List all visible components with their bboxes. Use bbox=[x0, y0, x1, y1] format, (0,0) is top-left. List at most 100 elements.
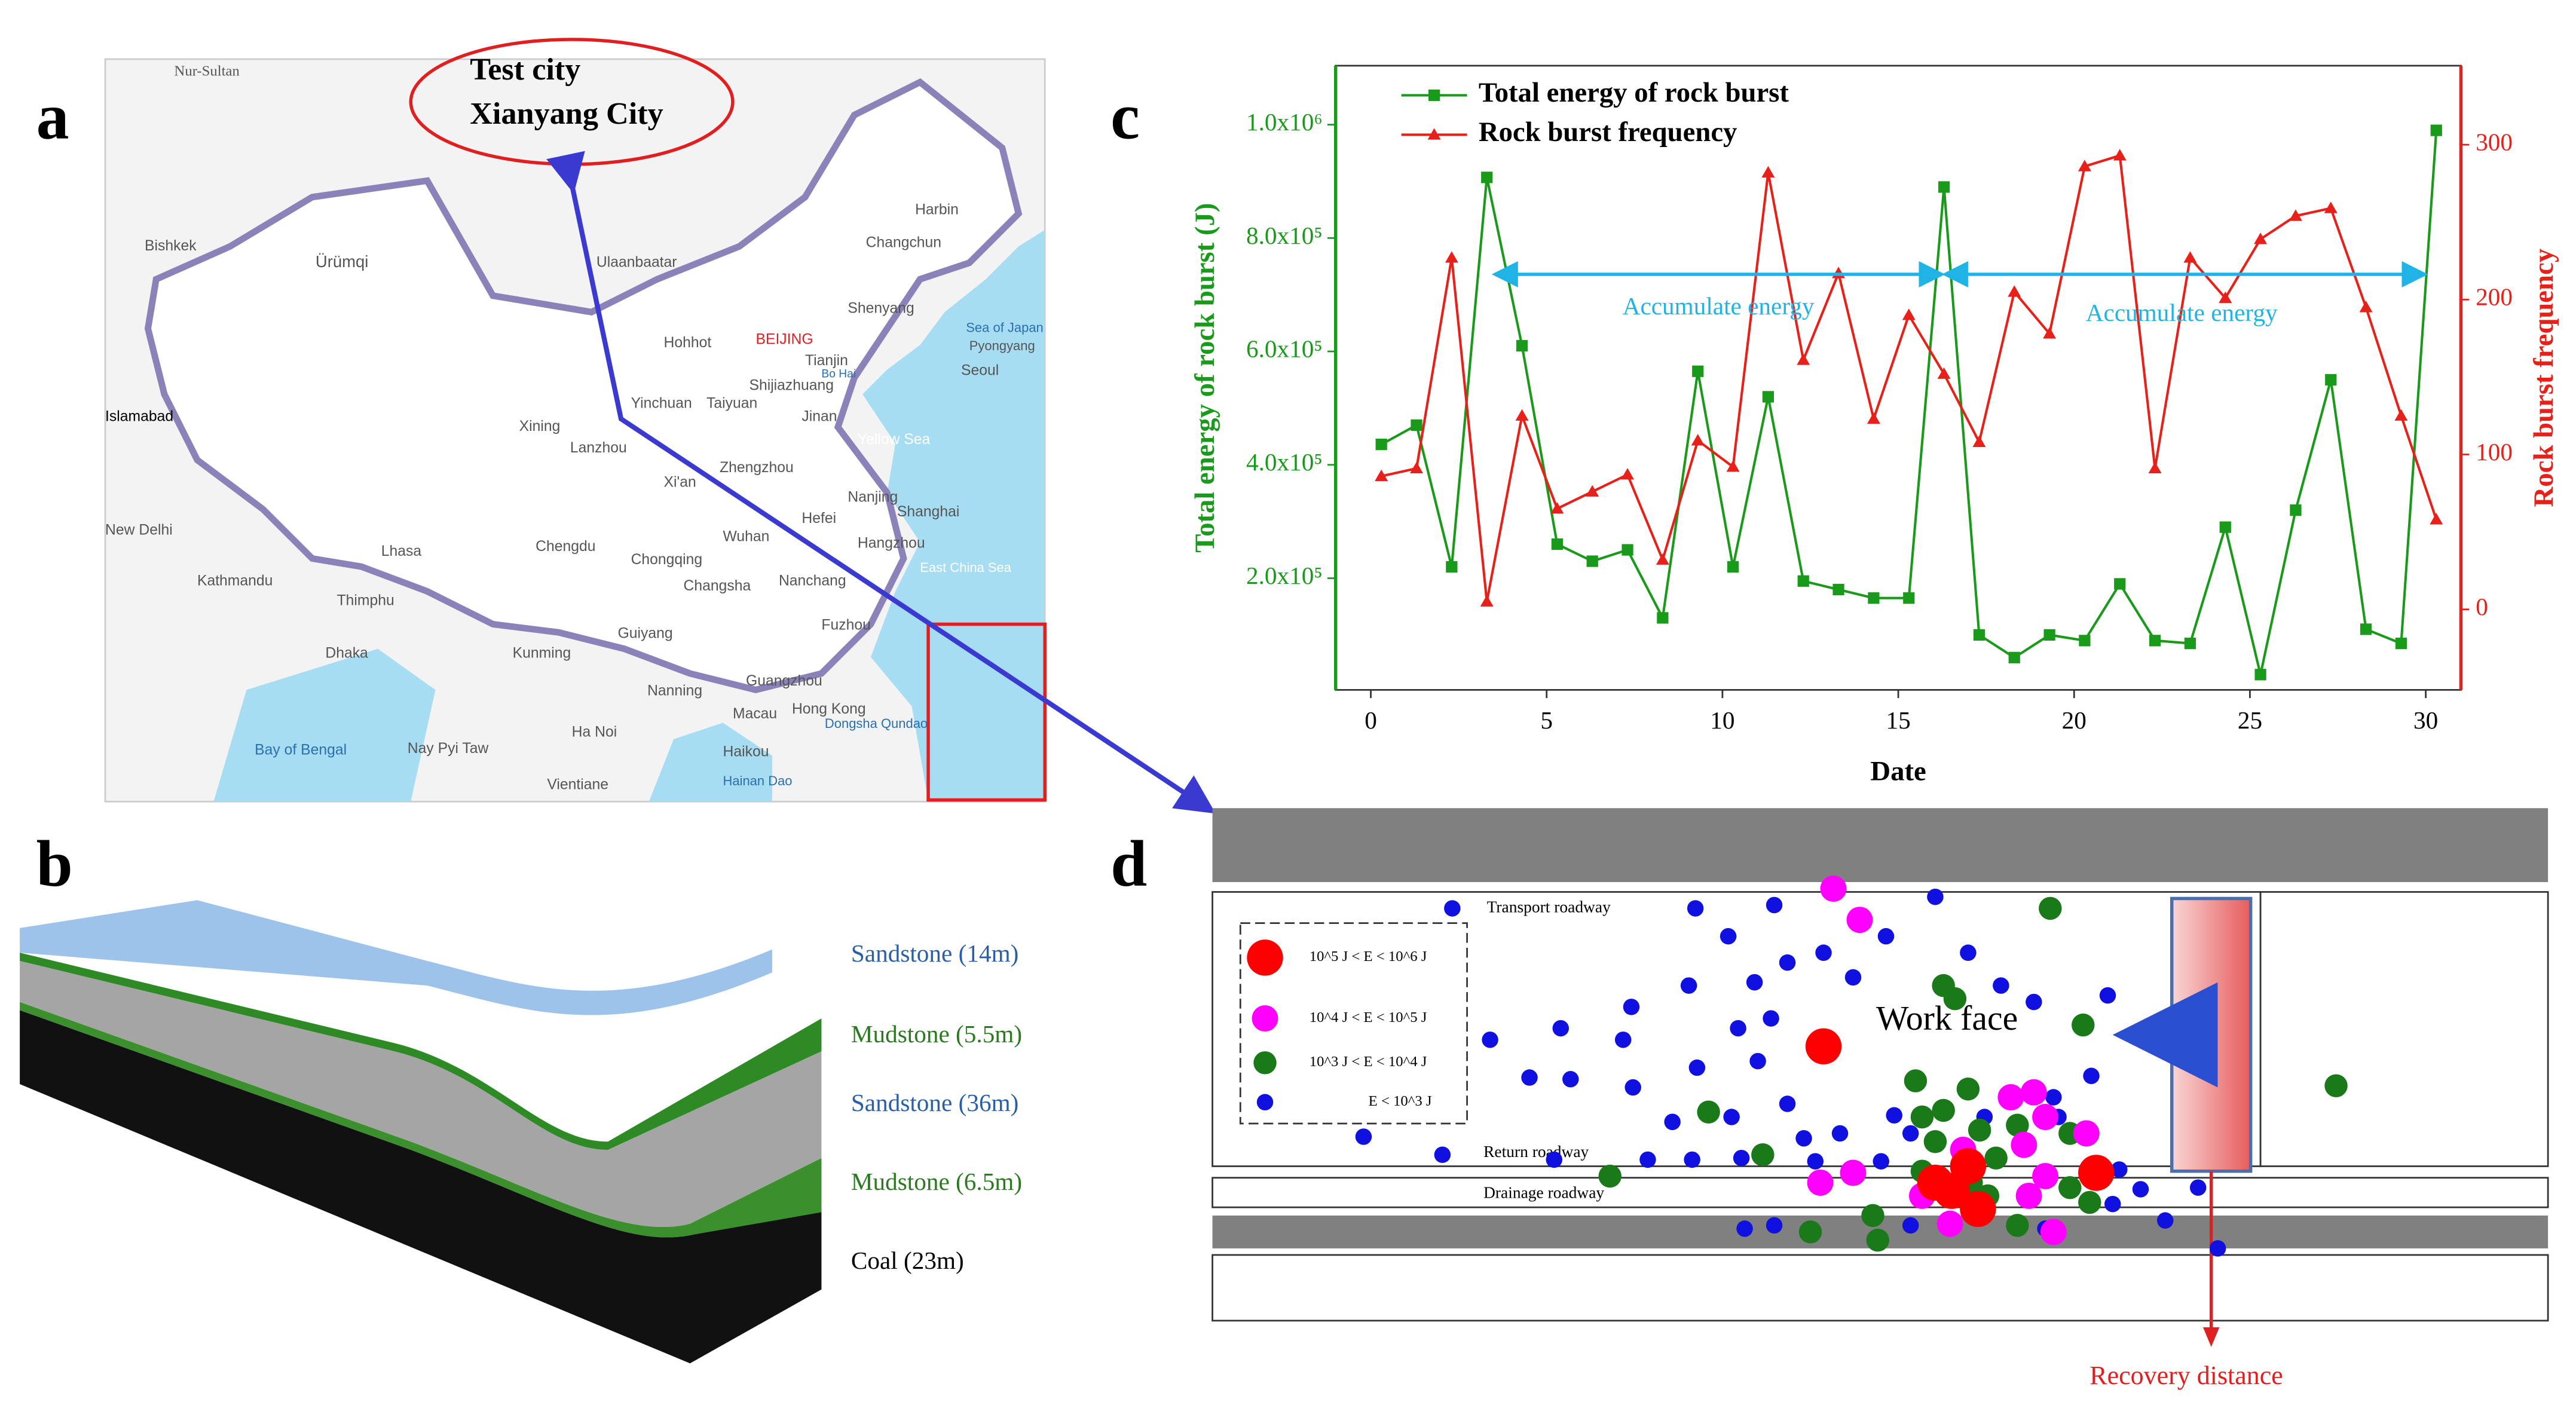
map-label: Lanzhou bbox=[570, 440, 627, 456]
roof-strata bbox=[1212, 808, 2549, 882]
event-dot bbox=[1562, 1071, 1579, 1088]
event-dot bbox=[1902, 1217, 1919, 1234]
map-label: Seoul bbox=[961, 363, 999, 379]
marker bbox=[1867, 412, 1880, 424]
event-dot bbox=[1861, 1204, 1884, 1228]
marker bbox=[2008, 651, 2020, 663]
map-label: Xining bbox=[519, 418, 561, 434]
legend-marker bbox=[1247, 939, 1283, 976]
marker bbox=[1586, 555, 1598, 567]
map-label: Bishkek bbox=[145, 238, 197, 254]
event-dot bbox=[1444, 900, 1461, 917]
marker bbox=[1691, 434, 1705, 446]
x-tick-label: 20 bbox=[2062, 706, 2087, 734]
roadway-label: Transport roadway bbox=[1487, 898, 1611, 916]
marker bbox=[1832, 583, 1844, 596]
legend-label: Rock burst frequency bbox=[1479, 117, 1737, 148]
event-dot bbox=[1844, 969, 1862, 986]
y-tick-label: 1.0x10⁶ bbox=[1246, 108, 1323, 136]
event-dot bbox=[1763, 1010, 1779, 1027]
event-dot bbox=[1866, 1228, 1889, 1252]
event-dot bbox=[2083, 1067, 2100, 1085]
legend-label: 10^5 J < E < 10^6 J bbox=[1310, 948, 1427, 965]
map-label: Test city bbox=[470, 52, 580, 87]
map-label: Nanning bbox=[647, 683, 702, 699]
marker bbox=[1622, 544, 1633, 556]
legend-label: 10^4 J < E < 10^5 J bbox=[1310, 1009, 1427, 1026]
event-dot bbox=[1840, 1159, 1867, 1186]
map-label: Shenyang bbox=[848, 300, 914, 316]
sandstone-layer bbox=[20, 960, 822, 1228]
map bbox=[104, 38, 1047, 803]
event-dot bbox=[1766, 896, 1783, 914]
mudstone-layer bbox=[20, 1002, 822, 1238]
marker bbox=[1797, 575, 1809, 587]
legend-label: 10^3 J < E < 10^4 J bbox=[1310, 1054, 1427, 1070]
recovery-arrowhead bbox=[2202, 1327, 2220, 1347]
marker bbox=[1375, 469, 1388, 481]
map-label: Yinchuan bbox=[631, 396, 692, 412]
panel-label: c bbox=[1110, 79, 1140, 152]
mine-diagram bbox=[1211, 808, 2549, 1347]
event-dot bbox=[1723, 1109, 1740, 1125]
x-axis-title: Date bbox=[1870, 755, 1926, 786]
marker bbox=[1550, 502, 1564, 514]
sea bbox=[213, 648, 436, 802]
map-label: Kunming bbox=[513, 645, 571, 661]
y-tick-label: 6.0x10⁵ bbox=[1246, 335, 1323, 363]
y2-tick-label: 0 bbox=[2476, 593, 2488, 620]
map-label: Macau bbox=[733, 706, 777, 722]
marker bbox=[2394, 409, 2408, 421]
marker bbox=[1761, 166, 1775, 178]
marker bbox=[1762, 391, 1775, 403]
marker bbox=[1621, 468, 1635, 480]
map-label: Shijiazhuang bbox=[749, 377, 834, 393]
event-dot bbox=[2058, 1176, 2082, 1199]
event-dot bbox=[2006, 1214, 2029, 1237]
event-dot bbox=[1733, 1149, 1750, 1167]
event-dot bbox=[2111, 1161, 2128, 1178]
layer-label: Sandstone (36m) bbox=[851, 1089, 1018, 1117]
event-dot bbox=[2156, 1212, 2174, 1229]
event-dot bbox=[2032, 1104, 2059, 1130]
marker bbox=[2008, 285, 2021, 297]
event-dot bbox=[1927, 888, 1944, 905]
series-line bbox=[1381, 154, 2438, 602]
marker bbox=[2184, 637, 2196, 650]
marker bbox=[1937, 367, 1951, 379]
map-label: Tianjin bbox=[805, 353, 848, 369]
goaf bbox=[2259, 891, 2549, 1167]
y2-tick-label: 300 bbox=[2476, 128, 2513, 156]
y2-tick-label: 100 bbox=[2476, 438, 2513, 466]
marker bbox=[2290, 504, 2302, 516]
roadway-label: Return roadway bbox=[1483, 1143, 1589, 1161]
map-label: Sea of Japan bbox=[966, 320, 1043, 335]
marker bbox=[1902, 308, 1916, 320]
recovery-label: Recovery distance bbox=[2089, 1361, 2283, 1390]
event-dot bbox=[1877, 928, 1895, 945]
map-label: Guiyang bbox=[618, 625, 673, 641]
event-dot bbox=[1923, 1130, 1947, 1153]
map-label: Hangzhou bbox=[858, 535, 925, 551]
strata bbox=[20, 900, 822, 1364]
marker bbox=[2289, 209, 2302, 221]
marker bbox=[2183, 251, 2197, 263]
event-dot bbox=[1697, 1100, 1720, 1124]
event-dot bbox=[1873, 1153, 1889, 1170]
marker bbox=[1446, 561, 1458, 573]
map-label: Chongqing bbox=[631, 552, 703, 568]
map-label: Hohhot bbox=[664, 335, 712, 351]
map-label: Changchun bbox=[866, 234, 941, 250]
marker bbox=[2219, 521, 2231, 533]
event-dot bbox=[2020, 1079, 2047, 1106]
event-dot bbox=[1751, 1143, 1775, 1167]
marker bbox=[2254, 232, 2268, 244]
event-dot bbox=[2099, 987, 2116, 1004]
marker bbox=[2149, 635, 2161, 647]
sandstone-top-layer bbox=[20, 900, 772, 1015]
marker bbox=[2324, 201, 2338, 213]
map-label: Bay of Bengal bbox=[255, 742, 347, 758]
map-label: Ürümqi bbox=[316, 252, 369, 271]
map-label: Dongsha Qundao bbox=[825, 716, 928, 731]
